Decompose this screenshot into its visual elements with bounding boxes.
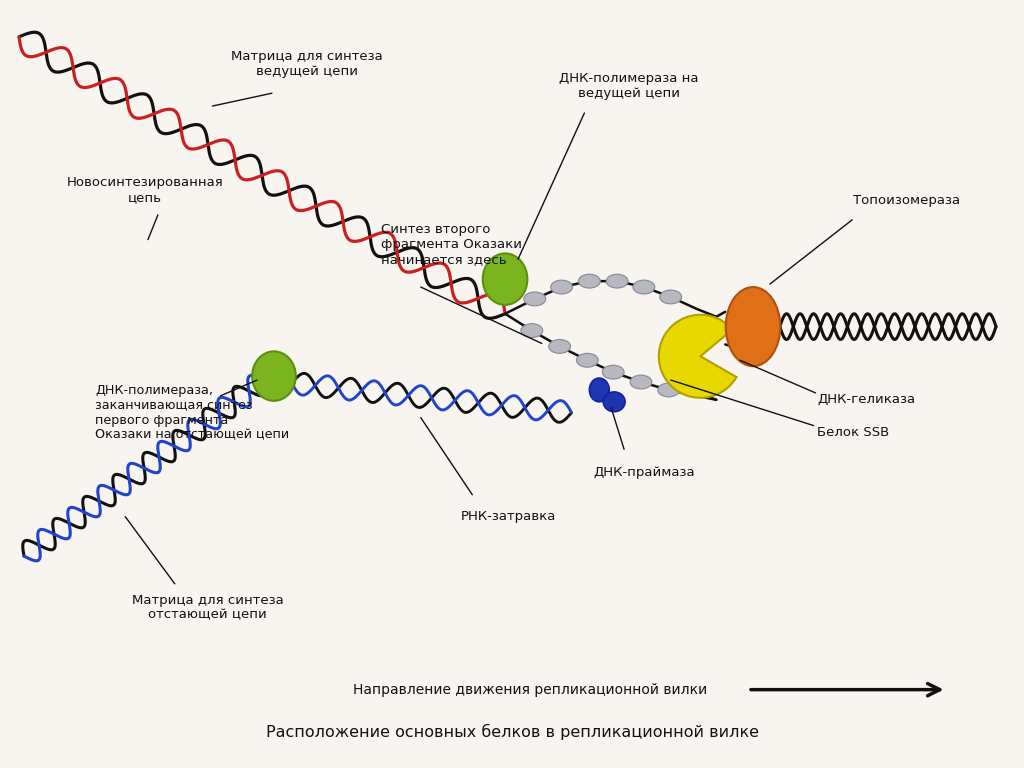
Text: ДНК-геликаза: ДНК-геликаза — [817, 393, 915, 406]
Ellipse shape — [590, 378, 609, 402]
Ellipse shape — [524, 292, 546, 306]
Ellipse shape — [602, 366, 624, 379]
Ellipse shape — [603, 392, 625, 412]
Ellipse shape — [606, 274, 628, 288]
Wedge shape — [658, 315, 736, 398]
Text: Матрица для синтеза
отстающей цепи: Матрица для синтеза отстающей цепи — [132, 594, 284, 621]
Ellipse shape — [482, 253, 527, 305]
Text: Белок SSB: Белок SSB — [817, 426, 890, 439]
Text: Топоизомераза: Топоизомераза — [853, 194, 961, 207]
Text: Расположение основных белков в репликационной вилке: Расположение основных белков в репликаци… — [265, 724, 759, 740]
Text: Матрица для синтеза
ведущей цепи: Матрица для синтеза ведущей цепи — [230, 49, 383, 78]
Text: Новосинтезированная
цепь: Новосинтезированная цепь — [67, 176, 223, 204]
Text: ДНК-праймаза: ДНК-праймаза — [593, 465, 694, 478]
Ellipse shape — [577, 353, 598, 367]
Ellipse shape — [657, 383, 680, 397]
Ellipse shape — [549, 339, 570, 353]
Ellipse shape — [630, 375, 652, 389]
Text: ДНК-полимераза,
заканчивающая синтез
первого фрагмента
Оказаки на отстающей цепи: ДНК-полимераза, заканчивающая синтез пер… — [95, 384, 290, 442]
Ellipse shape — [726, 287, 780, 366]
Ellipse shape — [633, 280, 654, 294]
Ellipse shape — [659, 290, 682, 304]
Text: ДНК-полимераза на
ведущей цепи: ДНК-полимераза на ведущей цепи — [559, 72, 698, 101]
Ellipse shape — [551, 280, 572, 294]
Ellipse shape — [579, 274, 600, 288]
Text: Синтез второго
фрагмента Оказаки
начинается здесь: Синтез второго фрагмента Оказаки начинае… — [381, 223, 522, 266]
Ellipse shape — [252, 351, 296, 401]
Ellipse shape — [521, 323, 543, 337]
Text: РНК-затравка: РНК-затравка — [461, 510, 556, 523]
Text: Направление движения репликационной вилки: Направление движения репликационной вилк… — [352, 683, 707, 697]
